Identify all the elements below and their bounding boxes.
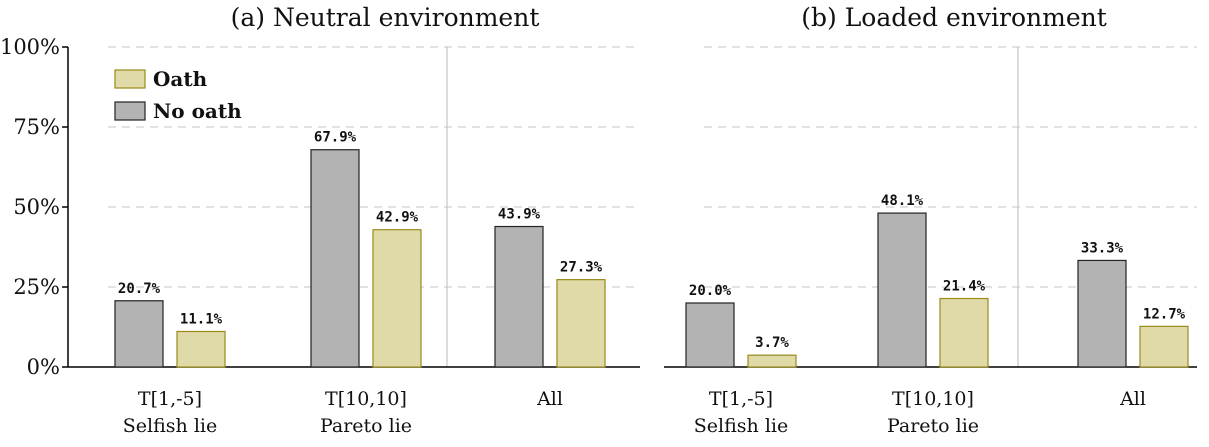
- x-tick-label: T[10,10]: [892, 388, 974, 410]
- bar-no-oath: [1077, 259, 1127, 368]
- bar-no-oath: [877, 212, 927, 368]
- bar-no-oath: [310, 149, 360, 368]
- data-label: 33.3%: [1081, 240, 1124, 256]
- x-tick-label: All: [1119, 388, 1146, 410]
- x-tick-label: Selfish lie: [123, 415, 217, 437]
- bar-oath: [939, 297, 989, 368]
- bar-oath: [556, 279, 606, 368]
- data-label: 48.1%: [881, 193, 924, 209]
- data-label: 12.7%: [1143, 306, 1186, 322]
- panel-neutral: (a) Neutral environment 0% 25% 50% 75% 100% 20…: [0, 3, 640, 437]
- x-tick-label: T[1,-5]: [709, 388, 773, 410]
- data-label: 21.4%: [943, 279, 986, 295]
- chart-title: (b) Loaded environment: [801, 3, 1107, 32]
- bar-no-oath: [685, 302, 735, 368]
- legend: Oath No oath: [114, 67, 242, 123]
- x-tick-label: Selfish lie: [694, 415, 788, 437]
- y-tick-label: 100%: [0, 35, 60, 59]
- x-tick-label: Pareto lie: [887, 415, 979, 437]
- y-tick-label: 50%: [13, 195, 60, 219]
- legend-swatch: [114, 101, 146, 121]
- x-tick-label: All: [536, 388, 563, 410]
- bar-oath: [176, 330, 226, 368]
- bar-no-oath: [494, 225, 544, 368]
- bar-oath: [1139, 325, 1189, 368]
- y-tick-label: 75%: [13, 115, 60, 139]
- data-label: 3.7%: [755, 335, 789, 351]
- data-label: 20.7%: [118, 281, 161, 297]
- x-tick-label: Pareto lie: [320, 415, 412, 437]
- panel-loaded: (b) Loaded environment 20.0% 3.7% T[1,-5] Se…: [664, 3, 1197, 437]
- data-label: 43.9%: [498, 207, 541, 223]
- bar-oath: [747, 354, 797, 368]
- bar-oath: [372, 229, 422, 368]
- x-tick-label: T[10,10]: [325, 388, 407, 410]
- bar-no-oath: [114, 300, 164, 368]
- data-label: 27.3%: [560, 260, 603, 276]
- legend-swatch: [114, 69, 146, 89]
- legend-label: No oath: [153, 99, 242, 123]
- data-label: 67.9%: [314, 130, 357, 146]
- x-tick-label: T[1,-5]: [138, 388, 202, 410]
- data-label: 42.9%: [376, 210, 419, 226]
- chart-title: (a) Neutral environment: [231, 3, 540, 32]
- legend-label: Oath: [153, 67, 208, 91]
- data-label: 20.0%: [689, 283, 732, 299]
- y-tick-label: 0%: [27, 355, 60, 379]
- data-label: 11.1%: [180, 311, 223, 327]
- y-tick-label: 25%: [13, 275, 60, 299]
